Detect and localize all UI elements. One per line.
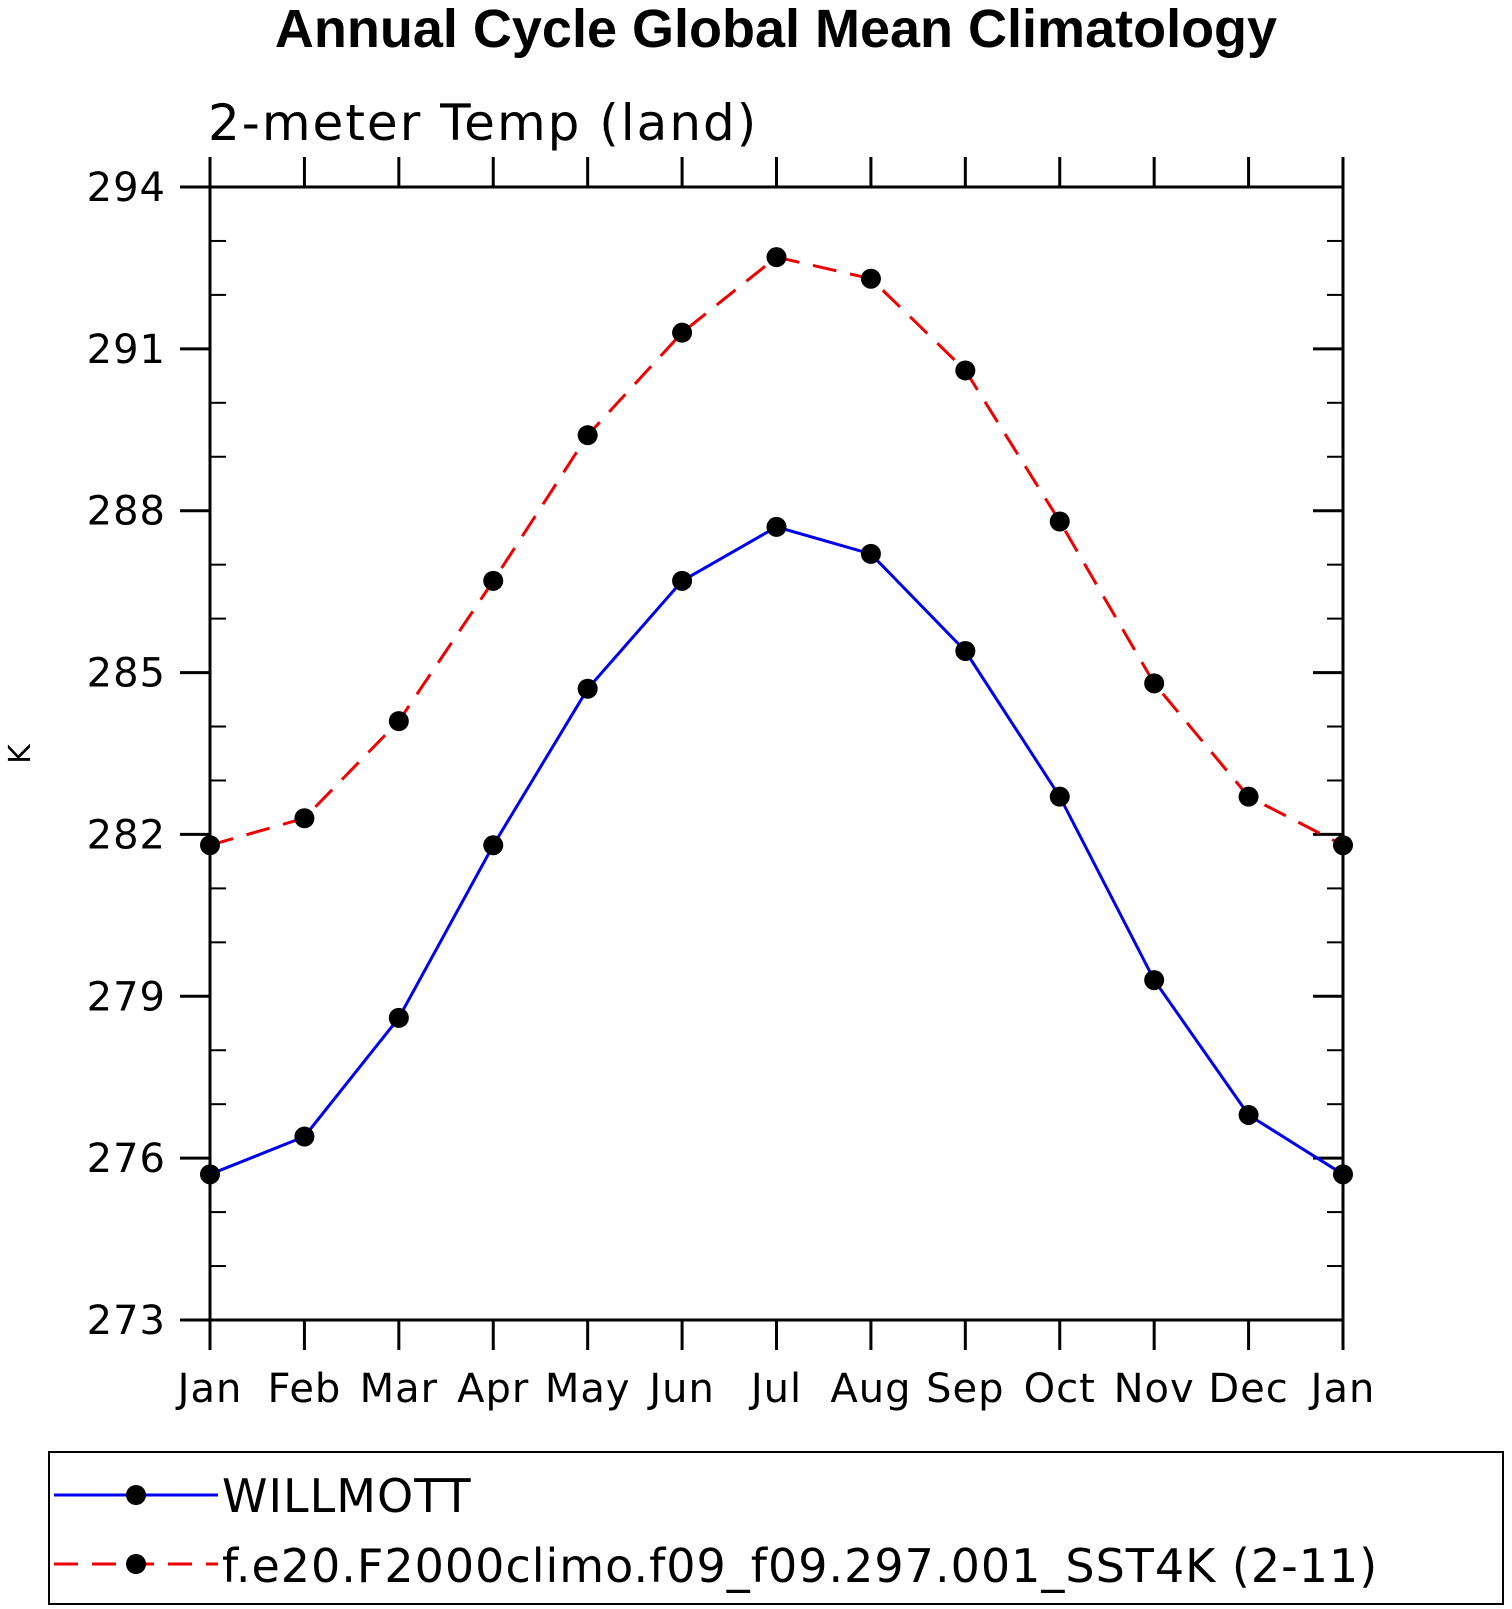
x-tick-label: Apr: [457, 1366, 529, 1412]
series-2-point: [955, 360, 976, 381]
series-2-point: [200, 835, 220, 856]
y-tick-label: 282: [87, 812, 166, 858]
y-tick-label: 288: [87, 489, 166, 535]
series-1-line: [209, 525, 1344, 1176]
series-2-line: [209, 255, 1344, 847]
y-tick-label: 285: [87, 651, 166, 697]
series-2-point: [388, 711, 409, 732]
series-2-point: [577, 425, 598, 446]
series-2-point: [1238, 786, 1259, 807]
legend-box: [48, 1451, 1504, 1605]
y-tick-label: 279: [87, 974, 166, 1020]
x-tick-label: Jan: [1308, 1366, 1376, 1412]
legend-label-series-2: f.e20.F2000climo.f09_f09.297.001_SST4K (…: [222, 1539, 1378, 1593]
series-2-point: [672, 322, 693, 343]
y-tick-label: 273: [87, 1298, 166, 1344]
x-tick-labels: Jan Feb Mar Apr May Jun Jul Aug Sep Oct Nov Dec Jan: [175, 1366, 1376, 1412]
series-1-point: [766, 516, 787, 537]
y-tick-label: 291: [87, 327, 166, 373]
series-1-point: [1144, 970, 1165, 991]
x-tick-label: Oct: [1024, 1366, 1096, 1412]
legend-marker-series-2: [126, 1554, 146, 1574]
series-1-point: [1049, 786, 1070, 807]
y-axis-label: K: [3, 743, 38, 764]
series-1-point: [483, 835, 504, 856]
series-2-point: [1144, 673, 1165, 694]
legend-label-series-1: WILLMOTT: [222, 1469, 472, 1523]
plot-frame: [208, 185, 1345, 1322]
y-tick-label: 276: [87, 1136, 166, 1182]
legend-marker-series-1: [126, 1485, 146, 1505]
x-tick-label: Nov: [1114, 1366, 1195, 1412]
series-1-point: [1333, 1164, 1353, 1185]
series-2-point: [860, 268, 881, 289]
series-1-point: [577, 678, 598, 699]
series-2-point: [294, 808, 315, 829]
series-2-point: [1049, 511, 1070, 532]
series-1-point: [294, 1126, 315, 1147]
series-2-point: [766, 247, 787, 268]
x-tick-label: Mar: [360, 1366, 438, 1412]
series-1-point: [200, 1164, 220, 1185]
x-tick-label: Feb: [268, 1366, 342, 1412]
series-layer: [200, 247, 1353, 1185]
chart-subtitle: 2-meter Temp (land): [208, 94, 758, 152]
x-tick-label: Jul: [748, 1366, 802, 1412]
series-1-point: [672, 570, 693, 591]
series-1-point: [955, 640, 976, 661]
y-tick-label: 294: [87, 165, 166, 211]
y-tick-labels: 273 276 279 282 285 288 291 294: [87, 165, 166, 1344]
x-tick-label: Jun: [646, 1366, 715, 1412]
legend: WILLMOTT f.e20.F2000climo.f09_f09.297.00…: [48, 1451, 1504, 1605]
x-tick-label: Sep: [926, 1366, 1004, 1412]
series-2-point: [483, 570, 504, 591]
x-tick-label: Aug: [830, 1366, 911, 1412]
axis-ticks: [180, 157, 1345, 1350]
series-1-point: [388, 1007, 409, 1028]
x-tick-label: Jan: [175, 1366, 243, 1412]
series-1-point: [860, 543, 881, 564]
chart-title: Annual Cycle Global Mean Climatology: [275, 0, 1277, 59]
x-tick-label: May: [545, 1366, 631, 1412]
series-1-point: [1238, 1104, 1259, 1125]
x-tick-label: Dec: [1208, 1366, 1288, 1412]
series-2-point: [1333, 835, 1353, 856]
